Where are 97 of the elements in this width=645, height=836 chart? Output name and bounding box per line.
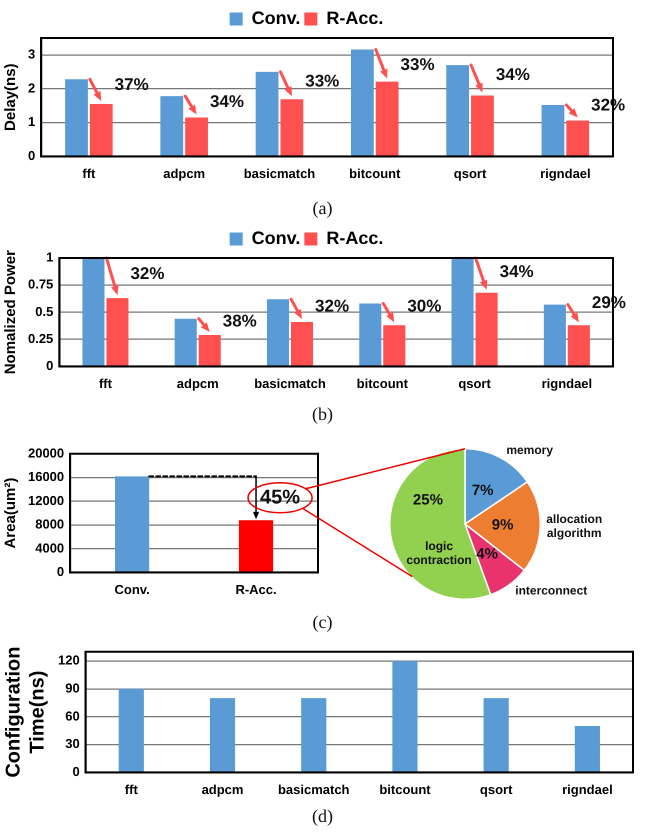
bar [350, 50, 374, 156]
data-label: 4% [476, 546, 498, 563]
bar [484, 698, 509, 772]
bar [544, 304, 566, 366]
y-tick-label: 30 [65, 736, 80, 752]
slice-label: logic contraction [406, 538, 472, 567]
x-tick-label: basicmatch [244, 166, 316, 181]
y-tick-label: 0 [28, 148, 36, 163]
slice-label: interconnect [515, 584, 588, 598]
x-tick-label: adpcm [202, 782, 244, 797]
x-tick-label: bitcount [349, 166, 402, 181]
y-axis-title: Delay(ns) [2, 63, 20, 131]
y-tick-label: 16000 [28, 469, 64, 484]
bar [566, 120, 590, 156]
bar [210, 698, 236, 772]
text: (d) [311, 806, 334, 827]
x-tick-label: basicmatch [254, 376, 326, 391]
y-tick-label: 120 [58, 652, 80, 668]
bar [198, 334, 221, 366]
bar [174, 318, 197, 366]
y-axis-title: Area(um²) [2, 478, 20, 549]
y-tick-label: 0.75 [28, 276, 54, 292]
annotation: 33% [400, 54, 435, 74]
bar [106, 298, 128, 366]
annotation: 34% [500, 262, 534, 281]
y-tick-label: 0 [72, 764, 80, 779]
y-tick-label: 3 [28, 46, 36, 62]
bar [359, 304, 382, 366]
y-axis-title: Configuration Time(ns) [2, 646, 49, 778]
bar [452, 258, 474, 366]
annotation: 34% [210, 92, 244, 111]
annotation: 30% [407, 296, 442, 316]
x-tick-label: rigndael [542, 376, 592, 391]
annotation: 38% [222, 312, 257, 331]
y-tick-label: 0 [56, 564, 64, 579]
bar [266, 299, 290, 366]
y-tick-label: 4000 [35, 540, 64, 556]
bar [446, 65, 470, 156]
bar [185, 117, 208, 156]
bar [574, 726, 600, 772]
text: (a) [312, 198, 334, 219]
x-tick-label: qsort [458, 376, 492, 391]
x-tick-label: fft [124, 782, 138, 797]
legend-label: Conv. [252, 228, 300, 248]
data-label: 25% [412, 492, 443, 509]
y-tick-label: 8000 [35, 516, 64, 532]
x-tick-label: qsort [454, 166, 487, 181]
annotation: 33% [305, 72, 340, 91]
x-tick-label: rigndael [562, 782, 613, 797]
slice-label: allocation algorithm [546, 512, 602, 540]
y-tick-label: 12000 [28, 492, 64, 508]
y-tick-label: 2 [28, 80, 36, 96]
x-tick-label: qsort [480, 782, 514, 797]
bar [542, 104, 564, 156]
x-tick-label: adpcm [163, 166, 206, 181]
bar [471, 96, 494, 156]
legend-label: R-Acc. [326, 228, 384, 248]
x-tick-label: bitcount [379, 782, 432, 797]
y-tick-label: 60 [65, 708, 80, 724]
y-tick-label: 20000 [28, 445, 64, 460]
annotation: 34% [496, 64, 530, 84]
x-tick-label: basicmatch [278, 782, 350, 797]
bar [376, 82, 399, 156]
bar [82, 258, 104, 366]
bar [160, 96, 184, 156]
y-tick-label: 1 [28, 114, 36, 130]
y-tick-label: 0.5 [35, 304, 54, 319]
legend-label: Conv. [252, 8, 300, 28]
bar [290, 322, 314, 366]
x-tick-label: fft [98, 376, 113, 391]
bar [280, 99, 304, 156]
y-tick-label: 90 [65, 680, 80, 696]
text: (b) [311, 404, 334, 425]
legend-label: R-Acc. [326, 8, 384, 28]
bar [383, 325, 406, 366]
x-tick-label: rigndael [540, 166, 591, 181]
bar [476, 292, 498, 366]
annotation: 32% [130, 264, 165, 283]
slice-label: memory [506, 442, 554, 457]
bar [568, 325, 590, 366]
y-tick-label: 0.25 [28, 330, 54, 346]
bar [90, 104, 113, 156]
bar [256, 72, 278, 156]
x-tick-label: bitcount [356, 376, 409, 391]
annotation: 32% [315, 296, 350, 316]
bar [65, 79, 88, 156]
y-tick-label: 1 [46, 250, 54, 265]
y-axis-title: Nomalized Power [2, 250, 20, 374]
data-label: 7% [472, 482, 494, 499]
x-tick-label: adpcm [176, 376, 219, 391]
y-tick-label: 0 [46, 358, 54, 373]
bar [301, 698, 326, 772]
bar [118, 688, 144, 772]
x-tick-label: fft [82, 166, 96, 181]
data-label: 9% [492, 516, 514, 534]
text: (c) [312, 612, 334, 633]
bar [392, 661, 418, 772]
